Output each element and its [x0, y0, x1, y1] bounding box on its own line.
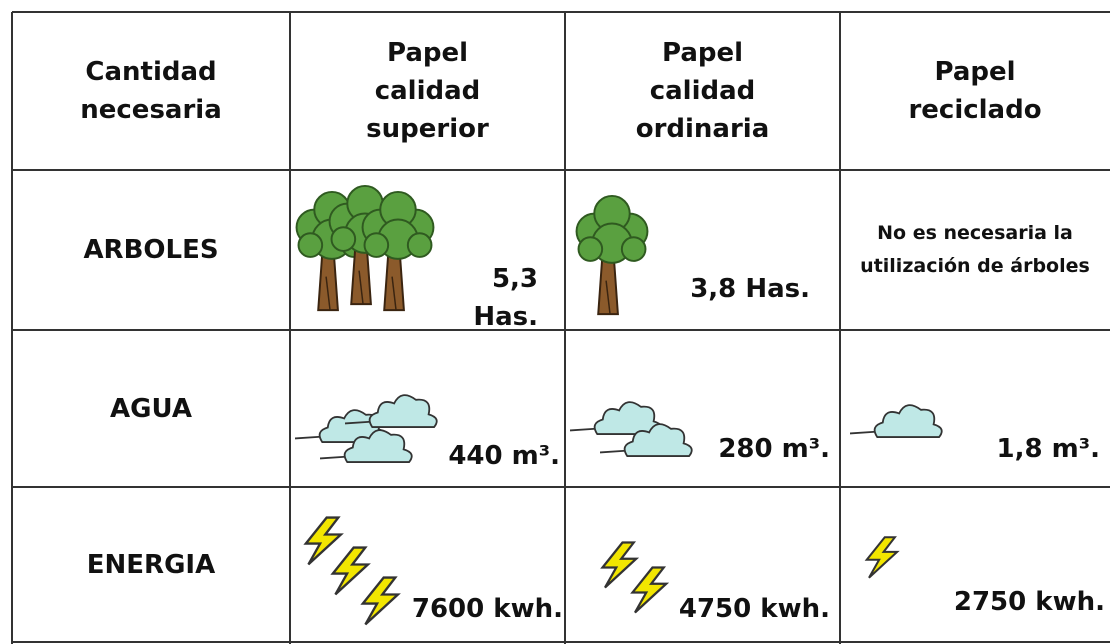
header-cell: Cantidad necesaria: [12, 12, 290, 170]
value: 7600 kwh.: [395, 590, 563, 628]
header-cell: Papel calidad superior: [290, 12, 565, 170]
value: 3,8 Has.: [660, 270, 810, 308]
row-label: ENERGIA: [12, 487, 290, 642]
value: 2750 kwh.: [930, 583, 1105, 621]
row-label: ARBOLES: [12, 170, 290, 330]
value: 5,3 Has.: [420, 260, 538, 336]
page: Cantidad necesaria Papel calidad superio…: [0, 0, 1110, 644]
value: 280 m³.: [670, 430, 830, 468]
header-cell: Papel calidad ordinaria: [565, 12, 840, 170]
cloud-icons: [295, 395, 942, 462]
note: No es necesaria la utilización de árbole…: [840, 170, 1110, 330]
value: 4750 kwh.: [660, 590, 830, 628]
value: 1,8 m³.: [930, 430, 1100, 468]
row-label: AGUA: [12, 330, 290, 487]
value: 440 m³.: [400, 437, 560, 475]
header-cell: Papel reciclado: [840, 12, 1110, 170]
